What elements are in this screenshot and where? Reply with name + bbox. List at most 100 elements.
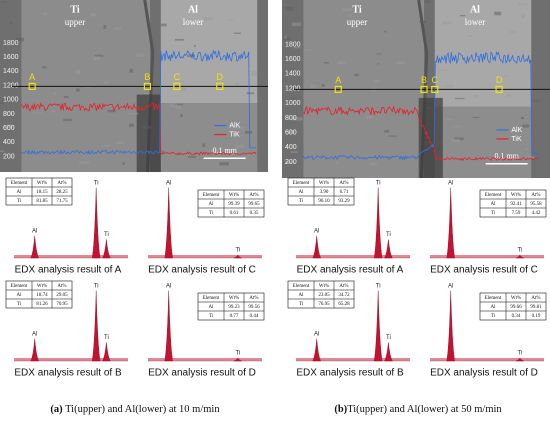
texture <box>342 8 352 12</box>
spectrum-peak <box>91 187 101 259</box>
table-text: Ti <box>299 199 304 204</box>
table-cell <box>51 195 73 206</box>
table-text: 93.29 <box>338 199 350 204</box>
texture <box>233 32 241 35</box>
texture <box>174 103 183 106</box>
peak-label: Ti <box>517 351 522 357</box>
table-frame <box>479 292 547 321</box>
texture <box>91 12 96 17</box>
table-text: 99.66 <box>510 305 522 310</box>
texture <box>79 161 90 164</box>
spectrum-peak <box>446 187 455 259</box>
point-marker <box>495 85 503 94</box>
texture <box>63 95 69 98</box>
texture <box>33 112 43 114</box>
dark-stripe <box>418 97 443 178</box>
table-text: Wt% <box>511 193 521 198</box>
texture <box>129 123 134 127</box>
table-text: Element <box>293 181 310 186</box>
texture <box>291 22 301 27</box>
table-text: Al <box>299 293 305 298</box>
texture <box>509 30 516 34</box>
axis-value: 1600 <box>285 56 301 63</box>
table-text: Ti <box>299 302 304 307</box>
spectrum: Al Ti EDX analysis result of D Element Wt% At… <box>148 283 265 379</box>
axis-value: 1400 <box>3 68 19 75</box>
texture <box>442 21 452 25</box>
panel: 1800 1600 1400 1200 1000 800 600 400 200 A B C D Ti up… <box>0 0 268 415</box>
texture <box>203 17 213 21</box>
texture <box>285 6 293 11</box>
texture <box>525 148 529 151</box>
axis-value: 1800 <box>3 40 19 47</box>
point-label: D <box>496 75 503 85</box>
texture <box>51 110 56 113</box>
table-text: Element <box>485 296 502 301</box>
axis-value: 800 <box>3 111 15 118</box>
table-text: 0.34 <box>512 314 521 319</box>
texture <box>175 105 182 109</box>
material-label: Ti <box>352 4 361 15</box>
point-marker <box>420 85 428 94</box>
texture <box>181 87 187 92</box>
table-text: Al <box>17 190 23 195</box>
table-text: Element <box>293 284 310 289</box>
spectrum-floor <box>14 255 128 258</box>
table-text: At% <box>57 284 66 289</box>
table-text: 95.58 <box>530 202 542 207</box>
spectrum-peak <box>164 187 173 259</box>
axis-value: 600 <box>285 129 297 136</box>
alk-curve <box>21 50 257 155</box>
texture <box>467 35 473 37</box>
texture <box>162 150 165 155</box>
texture <box>427 107 431 109</box>
texture <box>289 97 298 100</box>
table-cell <box>525 207 547 218</box>
peak-label: Ti <box>235 248 240 254</box>
texture <box>103 81 110 84</box>
texture <box>507 94 511 97</box>
table-text: 6.71 <box>340 190 349 195</box>
texture <box>450 138 460 143</box>
axis-value: 1600 <box>3 54 19 61</box>
table-text: Ti <box>17 302 22 307</box>
texture <box>290 151 298 153</box>
material-label: Ti <box>70 4 79 15</box>
table-text: Al <box>299 190 305 195</box>
table-cell <box>243 310 265 321</box>
texture <box>472 116 480 119</box>
texture <box>235 127 244 130</box>
spectrum-title: EDX analysis result of A <box>297 265 404 276</box>
spectrum: Al Ti Ti EDX analysis result of B Element Wt%… <box>287 280 410 379</box>
texture <box>349 14 352 17</box>
table-text: 0.44 <box>250 314 259 319</box>
table-text: 96.10 <box>318 199 330 204</box>
texture <box>175 38 185 41</box>
table-text: Ti <box>209 314 214 319</box>
texture <box>63 118 73 122</box>
texture <box>305 49 313 51</box>
table-text: 0.77 <box>230 314 239 319</box>
point-marker <box>334 85 342 94</box>
table-text: Ti <box>491 211 496 216</box>
texture <box>284 36 287 39</box>
alk-curve <box>303 51 539 161</box>
axis-value: 400 <box>285 144 297 151</box>
table-frame <box>197 189 265 218</box>
texture <box>2 98 12 101</box>
spectrum-title: EDX analysis result of A <box>15 265 122 276</box>
peak-label: Ti <box>386 232 391 238</box>
table-text: Ti <box>491 314 496 319</box>
table-text: 70.95 <box>56 302 68 307</box>
caption-label: (a) <box>50 404 63 415</box>
table-text: 0.19 <box>532 314 541 319</box>
texture <box>384 30 387 33</box>
table-text: Element <box>11 181 28 186</box>
legend-label: TiK <box>229 131 240 138</box>
table-frame <box>5 177 73 206</box>
texture <box>1 1 7 3</box>
texture <box>251 71 258 76</box>
caption: (b)Ti(upper) and Al(lower) at 50 m/min <box>334 404 502 415</box>
table-text: Wt% <box>319 284 329 289</box>
peak-label: Al <box>448 283 453 289</box>
